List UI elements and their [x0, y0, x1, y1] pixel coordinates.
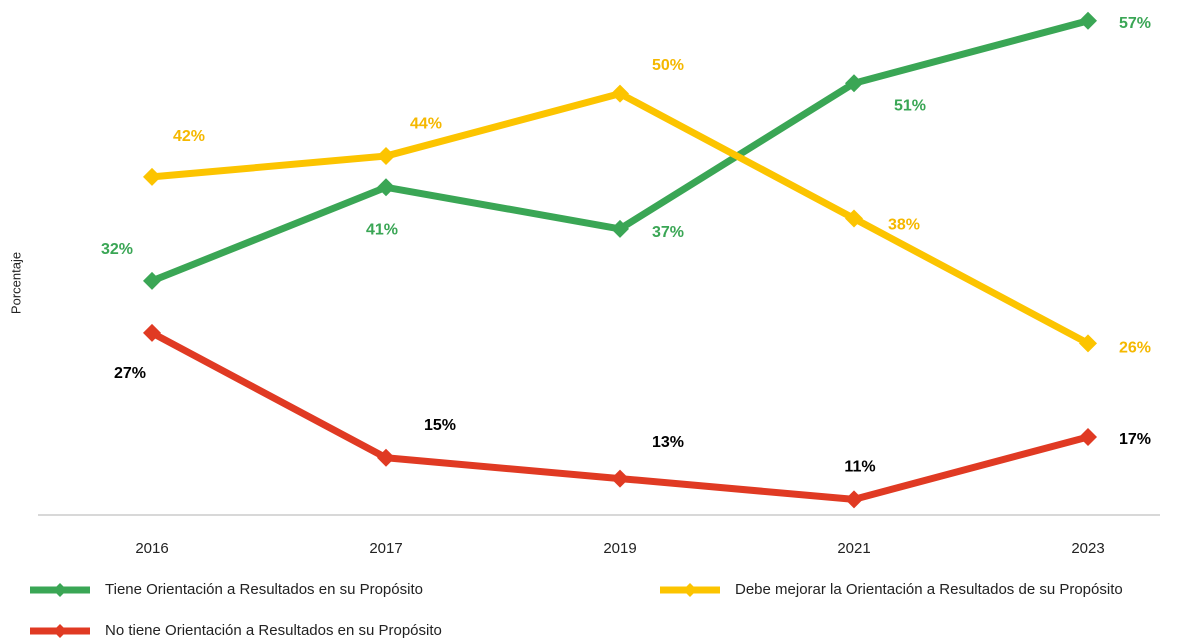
data-label: 13% [652, 434, 684, 451]
point-marker [611, 469, 629, 488]
legend-label: No tiene Orientación a Resultados en su … [105, 622, 442, 639]
data-label: 50% [652, 57, 684, 74]
point-marker [143, 271, 161, 290]
legend-marker [683, 583, 697, 597]
data-label: 27% [114, 365, 146, 382]
legend-label: Tiene Orientación a Resultados en su Pro… [105, 581, 423, 598]
data-label: 38% [888, 217, 920, 234]
data-label: 41% [366, 221, 398, 238]
legend-marker [53, 624, 67, 638]
data-label: 57% [1119, 15, 1151, 32]
point-marker [1079, 11, 1097, 30]
x-tick-label: 2016 [135, 540, 168, 557]
point-marker [611, 84, 629, 103]
x-tick-label: 2017 [369, 540, 402, 557]
data-label: 51% [894, 97, 926, 114]
legend-label: Debe mejorar la Orientación a Resultados… [735, 581, 1123, 598]
point-marker [845, 490, 863, 509]
data-label: 42% [173, 128, 205, 145]
point-marker [845, 209, 863, 228]
series-line [150, 17, 1089, 285]
point-marker [377, 448, 395, 467]
point-marker [611, 219, 629, 238]
data-label: 44% [410, 115, 442, 132]
data-label: 26% [1119, 340, 1151, 357]
point-marker [143, 167, 161, 186]
data-label: 11% [844, 459, 875, 476]
series-line [151, 90, 1090, 347]
legend-marker [53, 583, 67, 597]
point-marker [1079, 427, 1097, 446]
data-label: 15% [424, 417, 456, 434]
point-marker [845, 74, 863, 93]
data-label: 37% [652, 224, 684, 241]
point-marker [377, 178, 395, 197]
data-label: 17% [1119, 431, 1151, 448]
y-axis-label: Porcentaje [8, 252, 23, 314]
point-marker [377, 147, 395, 166]
x-tick-label: 2021 [837, 540, 870, 557]
point-marker [1079, 334, 1097, 353]
x-tick-label: 2019 [603, 540, 636, 557]
point-marker [143, 323, 161, 342]
x-tick-label: 2023 [1071, 540, 1104, 557]
data-label: 32% [101, 241, 133, 258]
